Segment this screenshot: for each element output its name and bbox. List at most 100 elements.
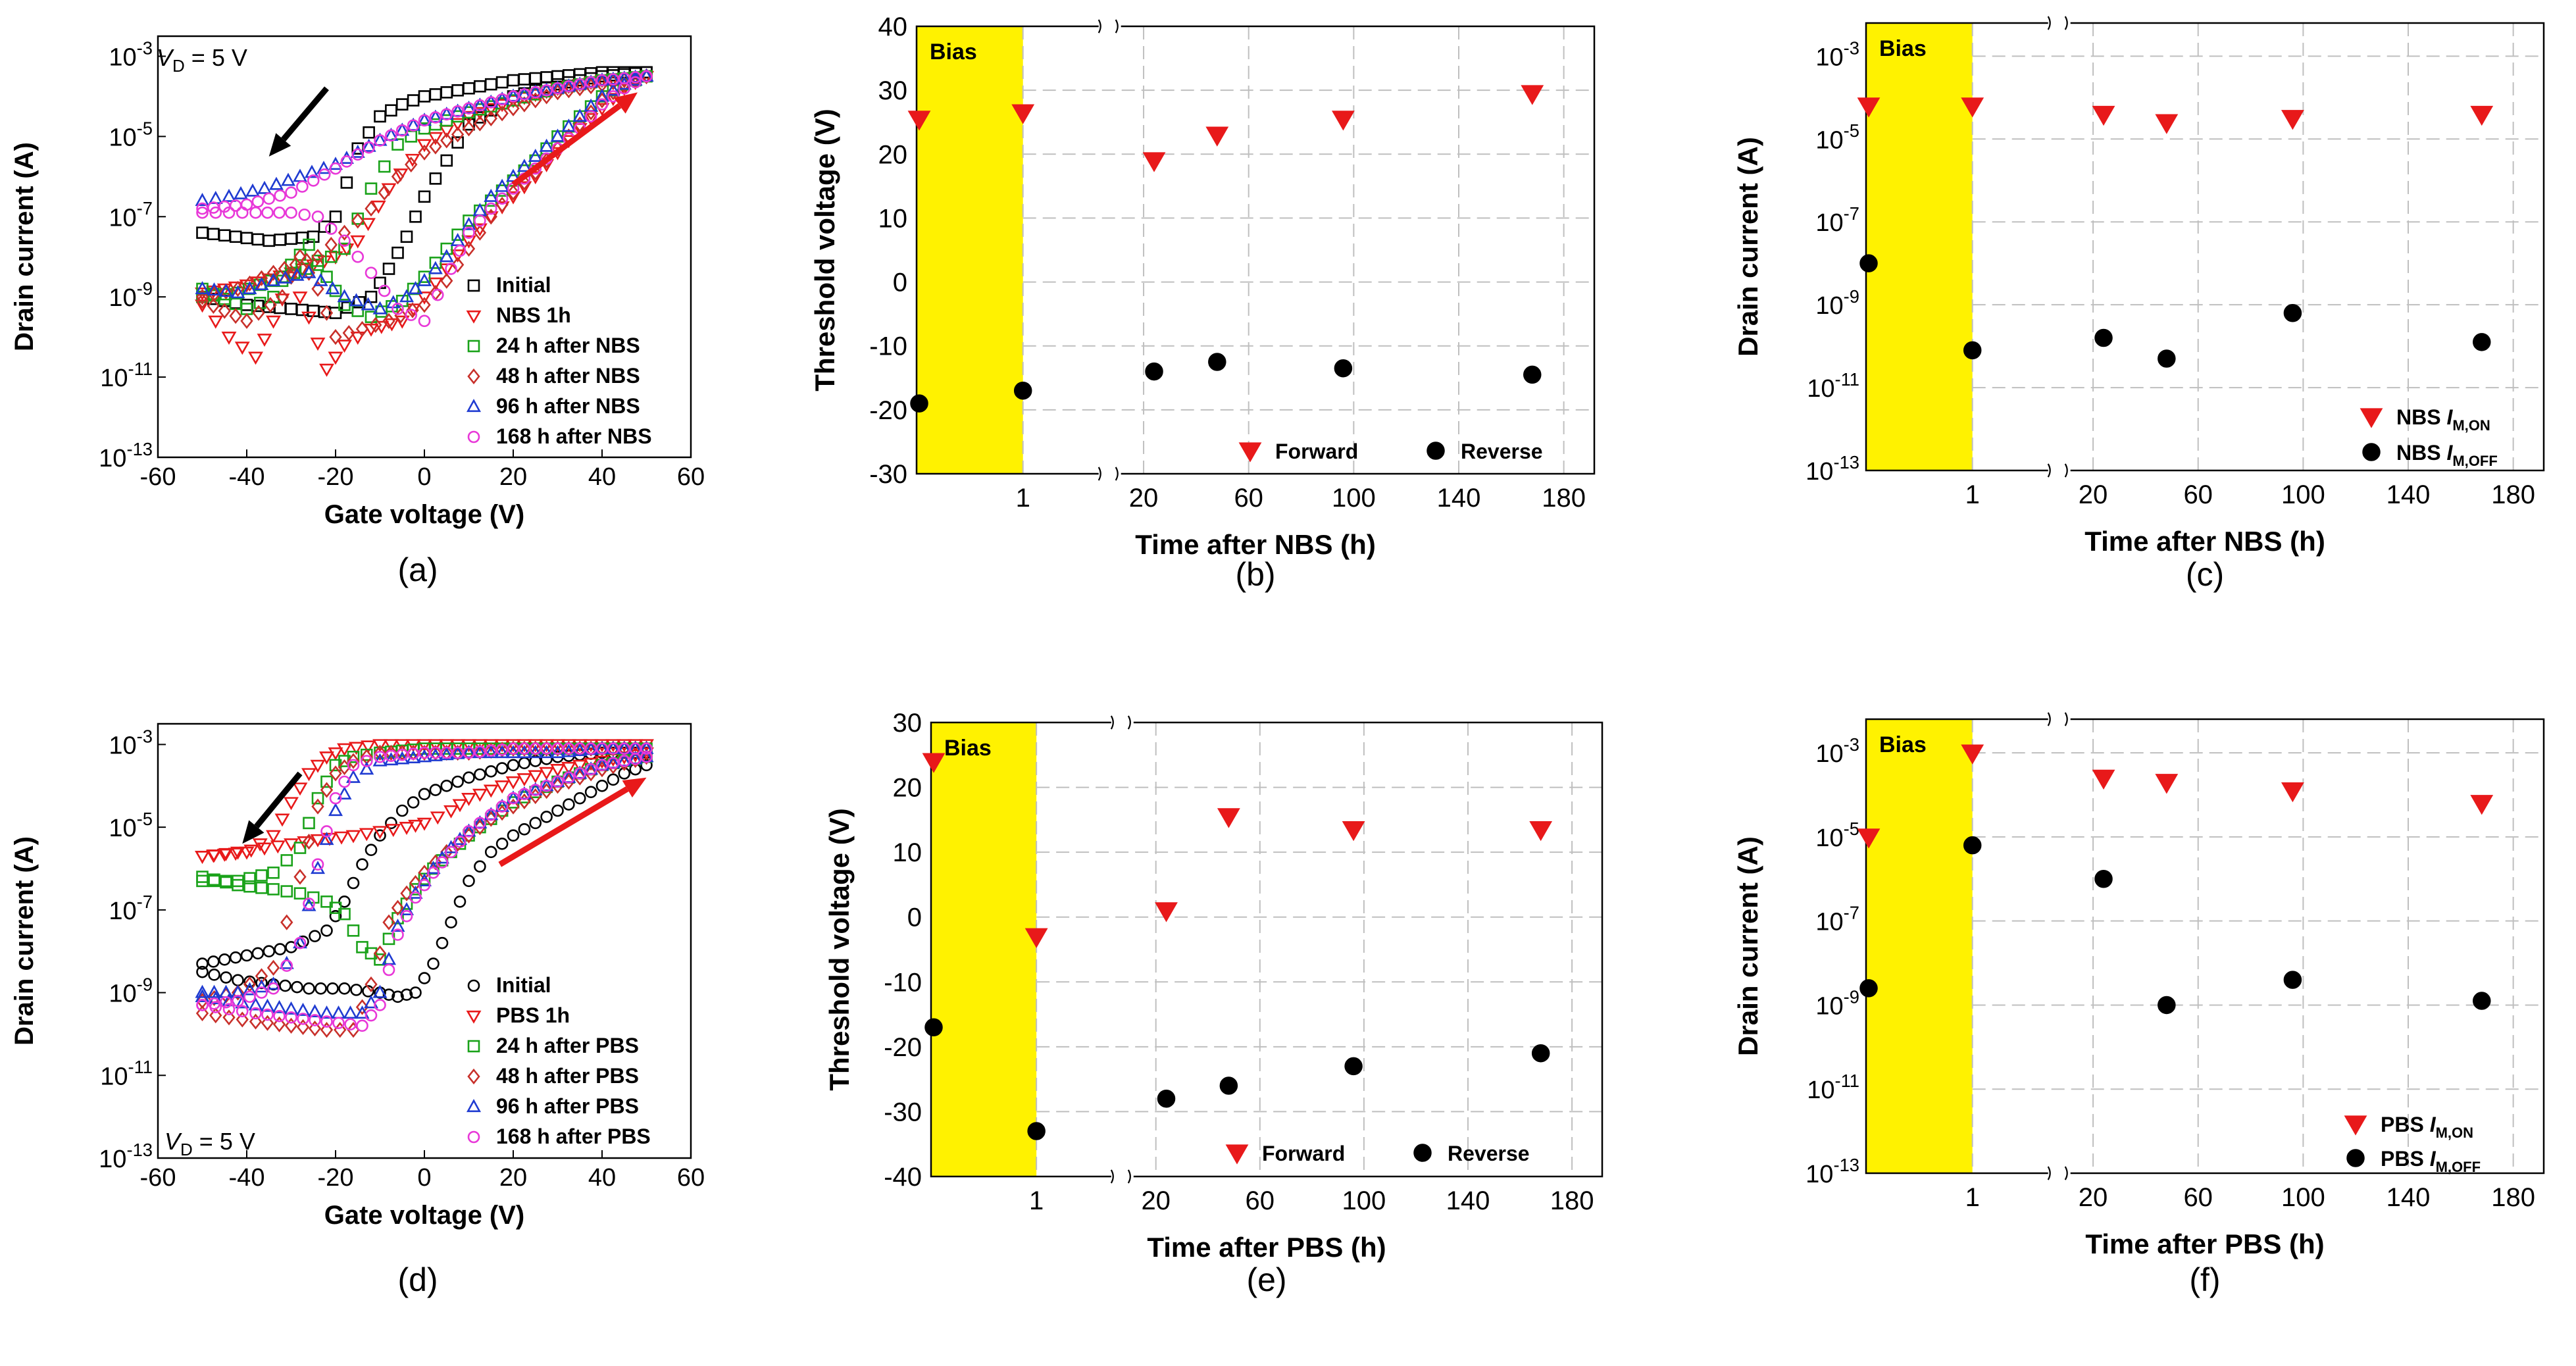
y-tick-label: 0	[893, 268, 907, 297]
y-tick-label: 10-11	[1807, 1071, 1859, 1104]
plot-frame	[915, 25, 1596, 475]
data-point	[349, 293, 364, 307]
x-tick-label: 140	[2387, 480, 2431, 509]
data-point	[1529, 821, 1553, 842]
data-point	[372, 826, 388, 840]
data-point	[1961, 744, 1984, 765]
y-tick-label: -10	[884, 968, 922, 997]
data-point	[329, 901, 342, 915]
data-point	[910, 394, 928, 413]
data-point	[507, 759, 520, 772]
y-tick-label-base: 10	[109, 898, 136, 925]
x-tick-label: 140	[1437, 484, 1481, 513]
x-tick-label: 140	[1446, 1186, 1490, 1215]
y-tick-label-base: 10	[100, 365, 128, 392]
legend-marker	[467, 979, 480, 992]
legend-label: NBS IM,OFF	[2396, 441, 2498, 469]
data-point	[528, 148, 543, 162]
data-point	[595, 759, 609, 772]
x-tick-label: 1	[1016, 484, 1030, 513]
data-point	[2092, 105, 2115, 126]
data-point	[394, 315, 410, 329]
data-point	[263, 945, 276, 958]
data-point	[595, 74, 609, 87]
data-point	[385, 817, 397, 830]
data-point	[296, 231, 309, 244]
data-point	[382, 263, 395, 275]
y-tick-label: 30	[893, 709, 922, 738]
data-point	[400, 898, 413, 910]
x-tick-label: 180	[1550, 1186, 1594, 1215]
x-axis-title: Time after PBS (h)	[2085, 1228, 2324, 1259]
data-point	[296, 180, 309, 193]
data-point	[303, 982, 315, 995]
data-point	[395, 804, 409, 817]
data-point	[474, 99, 486, 112]
data-point	[2155, 774, 2179, 794]
data-point	[605, 82, 620, 96]
legend-label: NBS IM,ON	[2396, 405, 2490, 434]
data-point	[218, 984, 234, 998]
data-point	[450, 118, 466, 132]
y-tick-label: 10	[893, 838, 922, 867]
legend-label: 48 h after PBS	[496, 1064, 639, 1088]
data-point	[1155, 902, 1178, 923]
x-tick-label: 60	[2183, 1183, 2213, 1212]
x-tick-label: 180	[2491, 480, 2535, 509]
data-point	[507, 829, 520, 842]
data-point	[270, 840, 286, 854]
data-point	[451, 136, 464, 149]
data-point	[391, 168, 405, 185]
data-point	[584, 763, 597, 776]
data-point	[319, 751, 334, 765]
data-point	[279, 955, 294, 969]
data-point	[355, 320, 369, 338]
data-point	[296, 1019, 310, 1036]
legend-label: Forward	[1262, 1142, 1345, 1165]
data-point	[427, 866, 440, 879]
legend: Initial NBS 1h 24 h after NBS 48 h after NB…	[466, 273, 652, 448]
data-point	[474, 768, 486, 781]
data-point	[230, 285, 245, 299]
data-point	[495, 800, 509, 813]
legend: Initial PBS 1h 24 h after PBS 48 h after PB…	[466, 973, 651, 1148]
y-tick-label: 10-3	[109, 38, 153, 71]
data-point	[243, 880, 256, 893]
data-point	[374, 829, 386, 842]
data-point	[365, 290, 378, 303]
y-tick-label: 10	[878, 204, 908, 233]
data-point	[208, 190, 223, 204]
data-point	[196, 202, 209, 215]
data-point	[517, 773, 532, 787]
y-tick-label: 10-5	[1815, 819, 1859, 852]
data-point	[618, 755, 631, 767]
y-tick-label: 10-9	[1815, 286, 1859, 320]
legend-label: 24 h after PBS	[496, 1034, 639, 1057]
data-point	[382, 914, 395, 930]
data-point	[518, 757, 531, 770]
data-point	[311, 798, 324, 815]
data-point	[284, 1017, 298, 1034]
data-point	[232, 974, 244, 987]
data-point	[484, 765, 497, 778]
y-tick-label: 10-13	[99, 439, 153, 472]
data-point	[1145, 362, 1163, 381]
direction-arrow-head	[242, 820, 265, 844]
data-point	[562, 740, 576, 757]
legend-label-main: Forward	[1275, 440, 1358, 463]
data-point	[243, 275, 257, 291]
x-tick-label: 180	[2491, 1183, 2535, 1212]
data-point	[220, 996, 232, 1009]
data-point	[529, 784, 542, 796]
data-point	[428, 261, 443, 274]
data-point	[344, 1018, 357, 1031]
data-point	[445, 263, 457, 275]
data-point	[451, 257, 465, 273]
data-point	[383, 739, 399, 753]
data-point	[1859, 254, 1878, 272]
data-point	[484, 209, 497, 225]
y-tick-label-base: 10	[1815, 126, 1843, 154]
data-point	[518, 788, 531, 801]
data-point	[391, 912, 404, 924]
